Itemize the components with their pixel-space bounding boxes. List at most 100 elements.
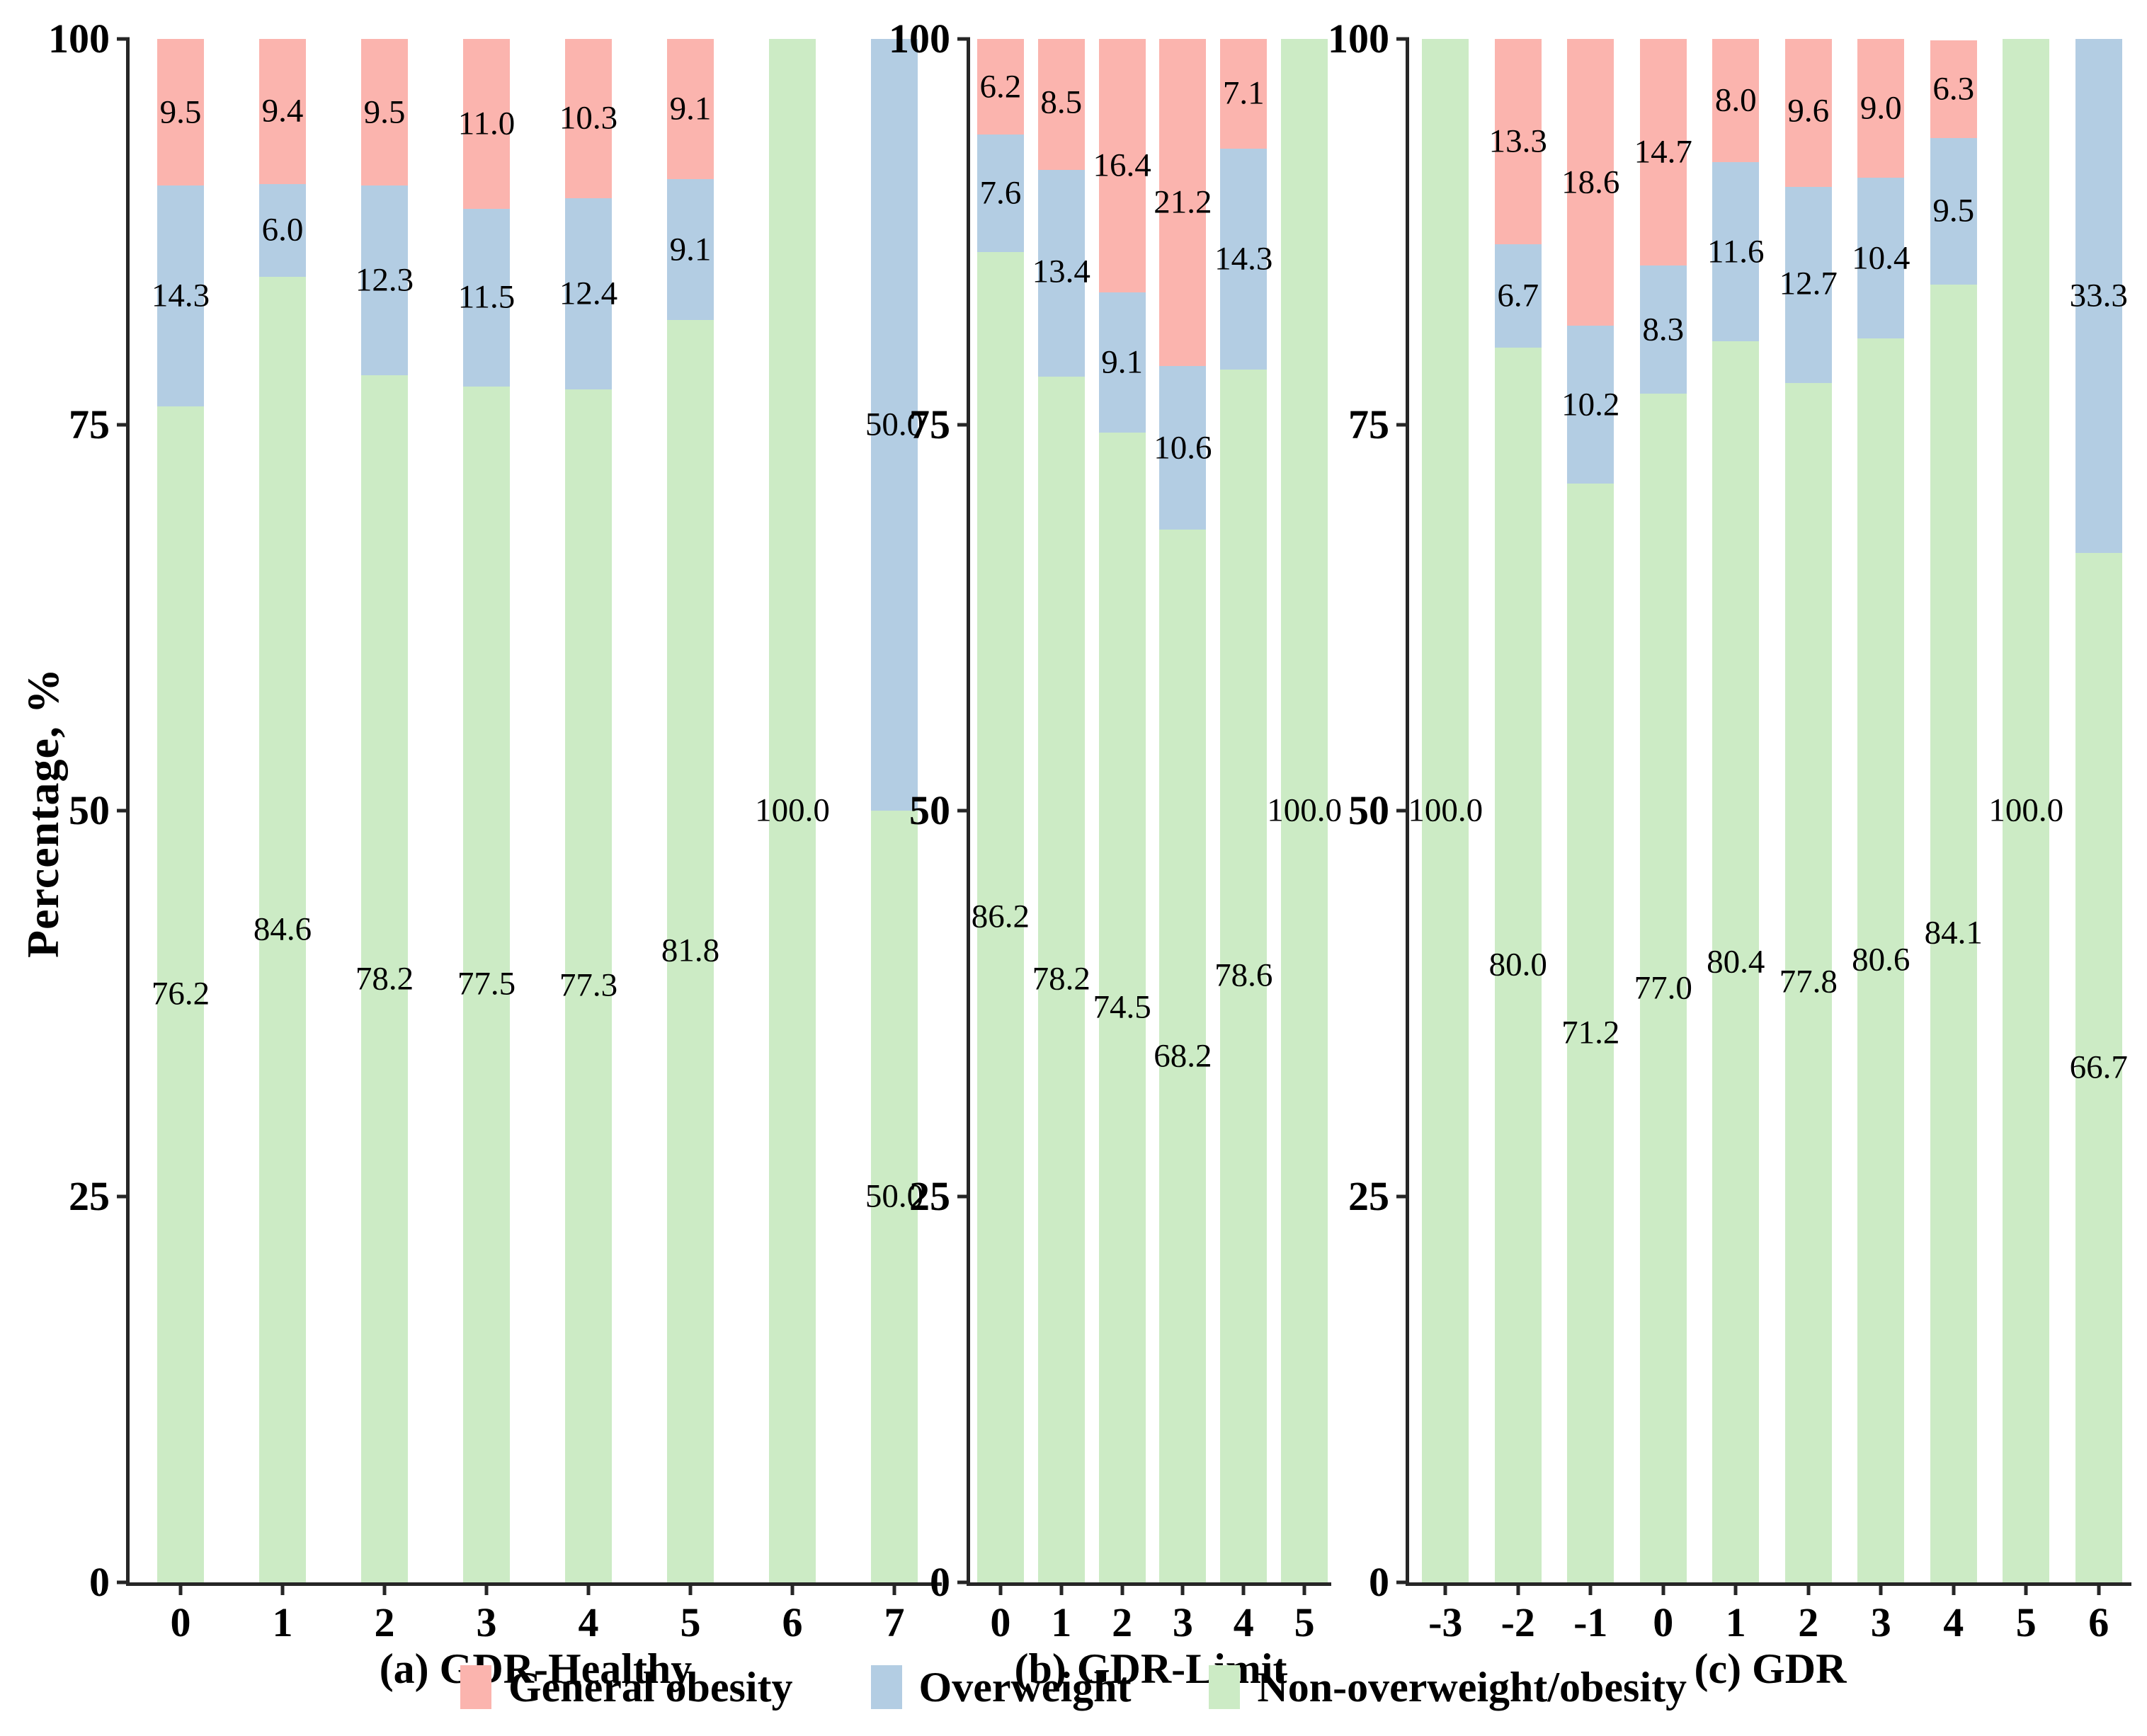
bar-segment xyxy=(1159,39,1207,367)
y-tick-label: 75 xyxy=(1348,401,1389,447)
x-tick-mark xyxy=(1806,1582,1811,1595)
x-tick-label: 4 xyxy=(1233,1599,1254,1645)
x-tick-mark xyxy=(1661,1582,1665,1595)
bar-segment xyxy=(1567,483,1614,1582)
y-tick-label: 100 xyxy=(48,16,110,62)
stacked-bar xyxy=(1422,39,1469,1582)
legend: General obesity Overweight Non-overweight/… xyxy=(0,1665,2147,1709)
x-tick-mark xyxy=(998,1582,1003,1595)
bar-segment xyxy=(976,39,1024,135)
y-tick-label: 0 xyxy=(89,1559,110,1605)
bar-segment xyxy=(667,39,714,180)
stacked-bar xyxy=(361,39,408,1582)
bar-segment xyxy=(1098,39,1146,292)
bar-value-label: 18.6 xyxy=(1561,164,1620,201)
stacked-bar xyxy=(1220,39,1268,1582)
x-tick-label: 5 xyxy=(2015,1599,2037,1645)
bar-value-label: 84.6 xyxy=(253,910,312,948)
bar-segment xyxy=(1037,39,1085,171)
x-tick-label: -1 xyxy=(1573,1599,1608,1645)
y-tick-label: 75 xyxy=(69,401,110,447)
bar-value-label: 11.0 xyxy=(457,105,516,142)
y-tick-label: 50 xyxy=(909,787,950,833)
bar-value-label: 6.0 xyxy=(261,211,304,249)
y-tick-label: 0 xyxy=(930,1559,950,1605)
bar-value-label: 78.2 xyxy=(355,960,414,998)
bar-value-label: 14.3 xyxy=(151,277,210,314)
y-tick-mark xyxy=(1396,37,1409,41)
bar-value-label: 77.0 xyxy=(1634,969,1692,1007)
y-tick-label: 100 xyxy=(889,16,950,62)
y-tick-mark xyxy=(117,1580,130,1584)
bar-segment xyxy=(1494,244,1542,348)
y-tick-mark xyxy=(117,809,130,813)
x-tick-label: 2 xyxy=(374,1599,395,1645)
bar-segment xyxy=(565,39,612,198)
legend-label: Overweight xyxy=(918,1664,1132,1711)
bar-segment xyxy=(259,39,306,184)
bar-segment xyxy=(361,185,408,376)
x-tick-label: 1 xyxy=(1051,1599,1072,1645)
bar-segment xyxy=(1857,39,1905,178)
x-tick-mark xyxy=(178,1582,183,1595)
bar-value-label: 9.5 xyxy=(159,93,202,131)
bar-value-label: 100.0 xyxy=(1988,792,2064,829)
stacked-bar xyxy=(667,39,714,1582)
x-tick-mark xyxy=(892,1582,896,1595)
bar-segment xyxy=(1220,39,1268,149)
y-tick-mark xyxy=(957,809,970,813)
bar-value-label: 6.2 xyxy=(979,68,1022,105)
stacked-bar xyxy=(1159,39,1207,1582)
bar-segment xyxy=(1567,326,1614,484)
bar-value-label: 8.5 xyxy=(1040,84,1083,121)
stacked-bar xyxy=(871,39,918,1582)
legend-label: Non-overweight/obesity xyxy=(1257,1664,1687,1711)
y-tick-label: 0 xyxy=(1369,1559,1389,1605)
bar-value-label: 33.3 xyxy=(2069,277,2128,314)
bar-segment xyxy=(1220,369,1268,1582)
stacked-bar xyxy=(565,39,612,1582)
legend-item: Overweight xyxy=(870,1664,1132,1711)
bar-segment xyxy=(976,135,1024,252)
x-tick-mark xyxy=(1733,1582,1738,1595)
y-tick-mark xyxy=(957,1194,970,1199)
x-tick-label: 0 xyxy=(170,1599,191,1645)
bar-segment xyxy=(1494,39,1542,244)
bar-value-label: 6.7 xyxy=(1497,277,1539,314)
bar-segment xyxy=(1098,432,1146,1582)
bar-segment xyxy=(1784,382,1832,1582)
bar-value-label: 74.5 xyxy=(1093,988,1151,1026)
bar-value-label: 10.6 xyxy=(1154,429,1212,467)
x-tick-mark xyxy=(1059,1582,1064,1595)
x-tick-mark xyxy=(2024,1582,2028,1595)
x-tick-mark xyxy=(2097,1582,2101,1595)
x-tick-label: 4 xyxy=(578,1599,599,1645)
bar-value-label: 14.7 xyxy=(1634,133,1692,171)
stacked-bar xyxy=(1098,39,1146,1582)
bar-segment xyxy=(1857,338,1905,1582)
x-tick-label: 2 xyxy=(1798,1599,1819,1645)
stacked-bar xyxy=(769,39,816,1582)
x-tick-label: 1 xyxy=(272,1599,293,1645)
stacked-bar xyxy=(463,39,510,1582)
bar-segment xyxy=(463,39,510,209)
x-tick-mark xyxy=(1120,1582,1124,1595)
bar-segment xyxy=(259,276,306,1582)
bar-segment xyxy=(259,183,306,277)
x-tick-label: 2 xyxy=(1112,1599,1133,1645)
y-tick-mark xyxy=(1396,1580,1409,1584)
x-tick-label: 6 xyxy=(2088,1599,2109,1645)
bar-segment xyxy=(1159,366,1207,530)
x-tick-mark xyxy=(586,1582,591,1595)
stacked-bar xyxy=(1930,39,1977,1582)
y-axis-title: Percentage, % xyxy=(18,667,68,958)
x-tick-mark xyxy=(1241,1582,1246,1595)
chart-panel-c: 0 25 50 75 100 100.0 -3 80.0 6.7 13.3 -2 71.2 10.2 18… xyxy=(1328,18,2131,1690)
bar-value-label: 8.0 xyxy=(1714,81,1757,119)
legend-swatch xyxy=(870,1665,902,1709)
bar-value-label: 10.3 xyxy=(559,99,618,137)
y-tick-mark xyxy=(1396,423,1409,427)
x-tick-mark xyxy=(790,1582,795,1595)
bar-value-label: 80.6 xyxy=(1852,941,1910,978)
bar-value-label: 9.6 xyxy=(1787,92,1830,130)
